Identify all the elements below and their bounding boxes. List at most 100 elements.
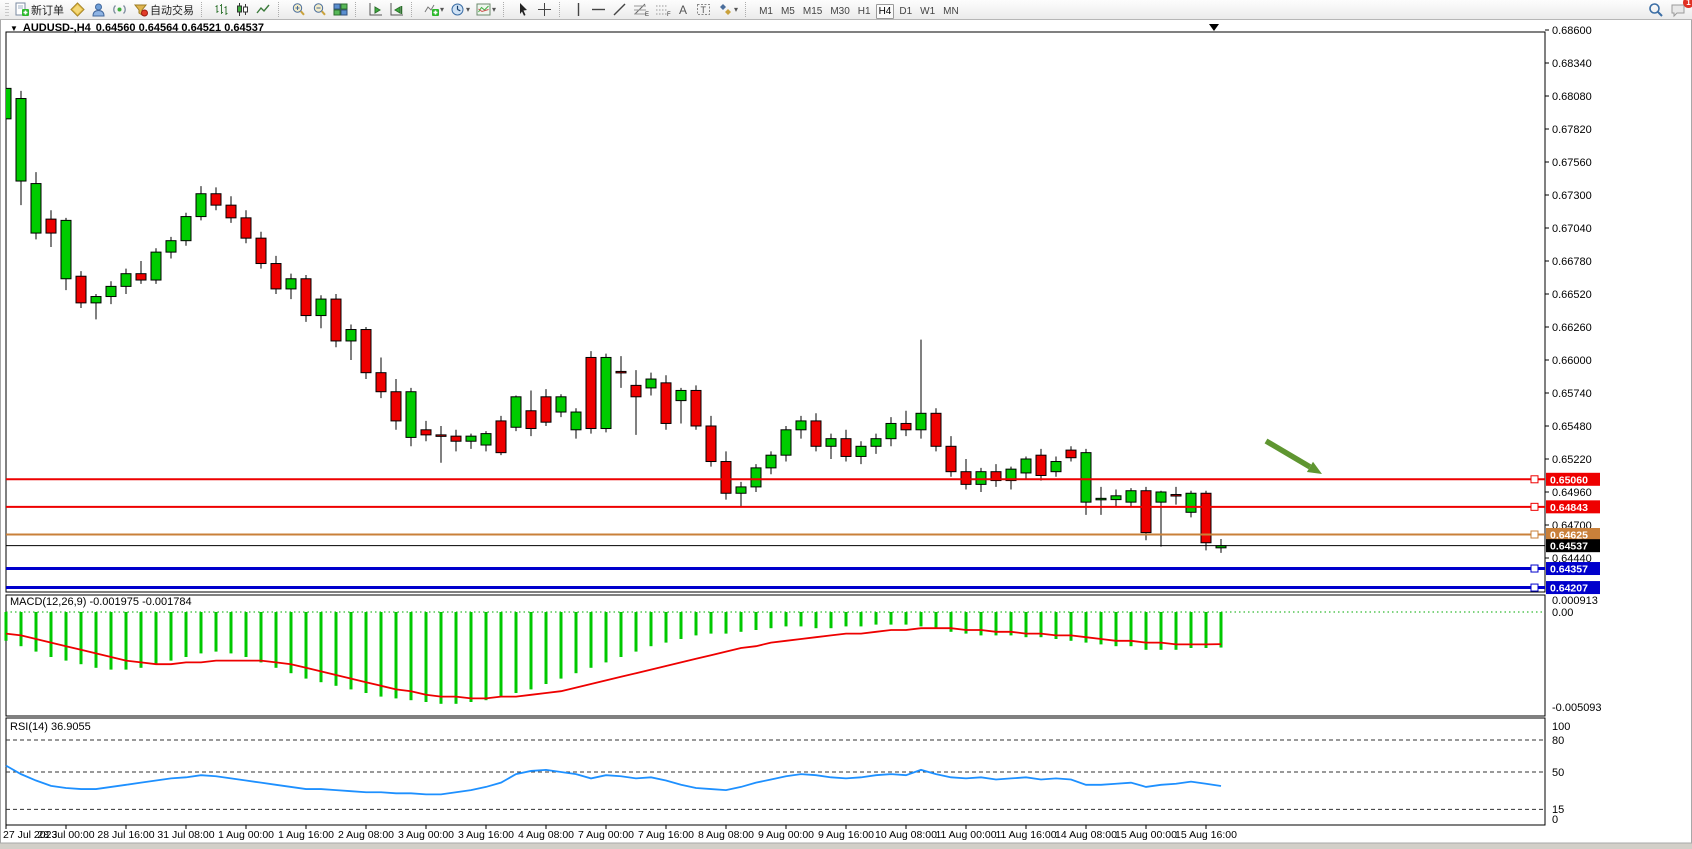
tile-windows-button[interactable] [330,1,351,18]
candle-body [975,471,987,485]
tab-timeframe-M30[interactable]: M30 [830,5,850,17]
candle-body [1035,454,1047,476]
autotrading-button[interactable]: 自动交易 [130,1,197,18]
periods-button[interactable]: ▾ [447,1,473,18]
macd-histogram-bar [829,612,833,629]
line-handle[interactable] [1530,564,1539,573]
price-tick-label: 0.66780 [1552,256,1592,268]
macd-histogram-bar [79,612,83,665]
price-tag-label: 0.64207 [1550,583,1588,595]
search-button[interactable] [1645,1,1667,18]
toolbar-grip[interactable] [5,2,9,17]
candle-body [45,218,57,234]
trendline-tool-button[interactable] [609,1,630,18]
arrows-tool-button[interactable]: ▾ [715,1,741,18]
rsi-label: RSI(14) 36.9055 [10,721,91,733]
price-tag-label: 0.64843 [1550,502,1588,514]
candle-body [345,329,357,342]
zoom-in-button[interactable] [288,1,309,18]
macd-histogram-bar [1069,612,1073,641]
cursor-tool-button[interactable] [513,1,534,18]
indicators-icon [424,4,439,16]
candle-body [210,193,222,206]
candle-body [555,396,567,413]
rsi-line [5,764,1222,796]
candle-body [405,391,417,438]
candle-body [15,98,27,182]
macd-histogram-bar [1204,612,1208,648]
macd-histogram-bar [619,612,623,657]
chart-shift-button[interactable] [386,1,407,18]
charts-button[interactable] [67,1,88,18]
candle-body [945,445,957,473]
signals-button[interactable] [109,1,130,18]
line-handle[interactable] [1530,583,1539,592]
vertical-line-tool-button[interactable] [569,1,588,18]
macd-histogram-bar [1099,612,1103,645]
candle-body [1155,491,1167,503]
macd-histogram-bar [1114,612,1118,647]
macd-histogram-bar [169,612,173,661]
crosshair-tool-button[interactable] [534,1,555,18]
candle-body [840,438,852,457]
candle-body [420,429,432,436]
line-handle[interactable] [1530,475,1539,484]
candlestick-chart-button[interactable] [232,1,253,18]
new-order-button[interactable]: 新订单 [11,1,67,18]
trend-arrow-annotation[interactable] [1264,438,1322,474]
chevron-down-icon: ▾ [734,5,739,14]
macd-axis-label: 0.00 [1552,607,1573,619]
indicators-button[interactable]: ▾ [421,1,447,18]
bar-chart-button[interactable] [211,1,232,18]
tab-timeframe-M15[interactable]: M15 [802,5,823,17]
candle-body [765,454,777,469]
time-tick-label: 10 Aug 08:00 [875,829,937,841]
price-tick-label: 0.68080 [1552,91,1592,103]
line-handle[interactable] [1530,502,1539,511]
rsi-axis-label: 100 [1552,721,1570,733]
time-tick-label: 3 Aug 16:00 [458,829,514,841]
tab-timeframe-D1[interactable]: D1 [899,5,913,17]
symbol-dropdown-icon[interactable]: ▼ [10,23,18,33]
tab-timeframe-MN[interactable]: MN [943,5,959,17]
macd-histogram-bar [484,612,488,701]
price-tick-label: 0.68340 [1552,58,1592,70]
macd-histogram-bar [1054,612,1058,639]
macd-histogram-bar [964,612,968,634]
macd-histogram-bar [49,612,53,657]
macd-histogram-bar [409,612,413,701]
crosshair-icon [538,3,552,16]
candle-body [1050,461,1062,473]
notifications-button[interactable]: 1 [1667,0,1692,18]
line-chart-button[interactable] [253,1,274,18]
tab-timeframe-W1[interactable]: W1 [920,5,936,17]
macd-signal-line [5,627,1222,700]
profile-button[interactable] [88,1,109,18]
tab-timeframe-M5[interactable]: M5 [780,5,795,17]
tab-timeframe-H4[interactable]: H4 [875,3,895,19]
candle-body [810,420,822,447]
candle-body [105,285,117,298]
tab-timeframe-H1[interactable]: H1 [857,5,871,17]
macd-histogram-bar [1219,612,1223,648]
time-tick-label: 8 Aug 08:00 [698,829,754,841]
fibonacci-tool-button[interactable]: E [630,1,652,18]
label-tool-button[interactable]: T [693,1,715,18]
templates-button[interactable]: ▾ [473,1,499,18]
chart-shift-marker[interactable] [1209,24,1219,31]
horizontal-line-tool-button[interactable] [588,1,609,18]
auto-scroll-button[interactable] [365,1,386,18]
zoom-out-button[interactable] [309,1,330,18]
time-tick-label: 15 Aug 00:00 [1115,829,1177,841]
macd-histogram-bar [274,612,278,668]
candle-body [375,372,387,393]
candle-body [75,275,87,304]
macd-histogram-bar [454,612,458,704]
macd-histogram-bar [949,612,953,632]
channel-tool-button[interactable]: F [652,1,674,18]
text-tool-button[interactable]: A [674,1,693,18]
tab-timeframe-M1[interactable]: M1 [759,5,773,17]
candle-body [1080,452,1092,503]
line-handle[interactable] [1530,530,1539,539]
